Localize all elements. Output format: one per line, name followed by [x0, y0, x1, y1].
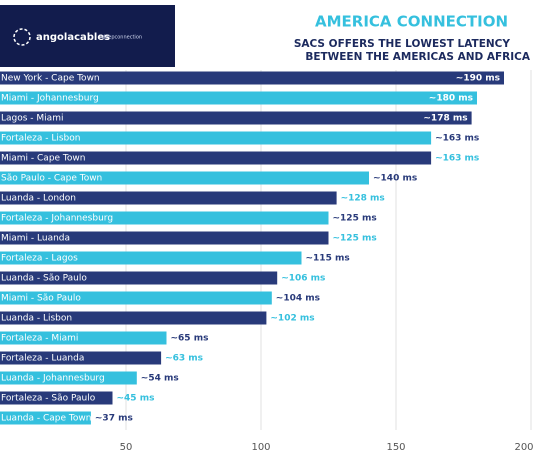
logo-tagline: deepconnection: [102, 35, 142, 41]
category-label: Miami - Johannesburg: [1, 94, 99, 104]
value-label: ~125 ms: [333, 234, 377, 244]
category-label: Luanda - Johannesburg: [1, 374, 105, 384]
value-label: ~63 ms: [165, 354, 203, 364]
bar: [0, 291, 272, 305]
value-label: ~115 ms: [306, 254, 350, 264]
bar: [0, 71, 504, 85]
value-label: ~65 ms: [171, 334, 209, 344]
chart-subtitle: SACS OFFERS THE LOWEST LATENCY: [294, 38, 511, 50]
category-label: Miami - Cape Town: [1, 154, 85, 164]
x-tick-label: 50: [120, 442, 133, 453]
bar: [0, 111, 472, 125]
category-label: Luanda - Lisbon: [1, 314, 72, 324]
x-tick-label: 200: [514, 442, 533, 453]
category-label: Luanda - London: [1, 194, 76, 204]
category-label: Fortaleza - Lisbon: [1, 134, 80, 144]
bar: [0, 391, 113, 405]
logo-icon: [13, 28, 31, 46]
x-tick-label: 100: [251, 442, 270, 453]
x-tick-label: 150: [386, 442, 405, 453]
value-label: ~163 ms: [435, 154, 479, 164]
category-label: Miami - São Paulo: [1, 294, 81, 304]
bar: [0, 351, 162, 365]
category-label: Fortaleza - São Paulo: [1, 394, 96, 404]
bar: [0, 331, 167, 345]
value-label: ~128 ms: [341, 194, 385, 204]
bar: [0, 171, 369, 185]
category-label: Fortaleza - Luanda: [1, 354, 84, 364]
category-label: Fortaleza - Miami: [1, 334, 78, 344]
bar: [0, 231, 329, 245]
category-label: Miami - Luanda: [1, 234, 70, 244]
bar: [0, 151, 432, 165]
chart-subtitle: BETWEEN THE AMERICAS AND AFRICA: [305, 51, 531, 63]
category-label: New York - Cape Town: [1, 74, 100, 84]
bar: [0, 251, 302, 265]
bar: [0, 211, 329, 225]
value-label: ~37 ms: [95, 414, 133, 424]
value-label: ~140 ms: [373, 174, 417, 184]
value-label: ~180 ms: [429, 94, 473, 104]
logo-box: [0, 5, 175, 67]
category-label: Fortaleza - Johannesburg: [1, 214, 113, 224]
bar: [0, 411, 91, 425]
bar: [0, 311, 267, 325]
value-label: ~102 ms: [270, 314, 314, 324]
category-label: Lagos - Miami: [1, 114, 63, 124]
value-label: ~45 ms: [117, 394, 155, 404]
value-label: ~190 ms: [456, 74, 500, 84]
value-label: ~106 ms: [281, 274, 325, 284]
chart-title: AMERICA CONNECTION: [315, 13, 508, 31]
category-label: São Paulo - Cape Town: [1, 174, 102, 184]
category-label: Luanda - Cape Town: [1, 414, 91, 424]
bar: [0, 131, 432, 145]
bar: [0, 371, 137, 385]
category-label: Fortaleza - Lagos: [1, 254, 78, 264]
value-label: ~54 ms: [141, 374, 179, 384]
value-label: ~163 ms: [435, 134, 479, 144]
logo-brand: angolacables: [36, 32, 110, 43]
category-label: Luanda - São Paulo: [1, 274, 87, 284]
bar: [0, 191, 337, 205]
bar: [0, 271, 278, 285]
value-label: ~104 ms: [276, 294, 320, 304]
value-label: ~125 ms: [333, 214, 377, 224]
bar: [0, 91, 477, 105]
value-label: ~178 ms: [423, 114, 467, 124]
